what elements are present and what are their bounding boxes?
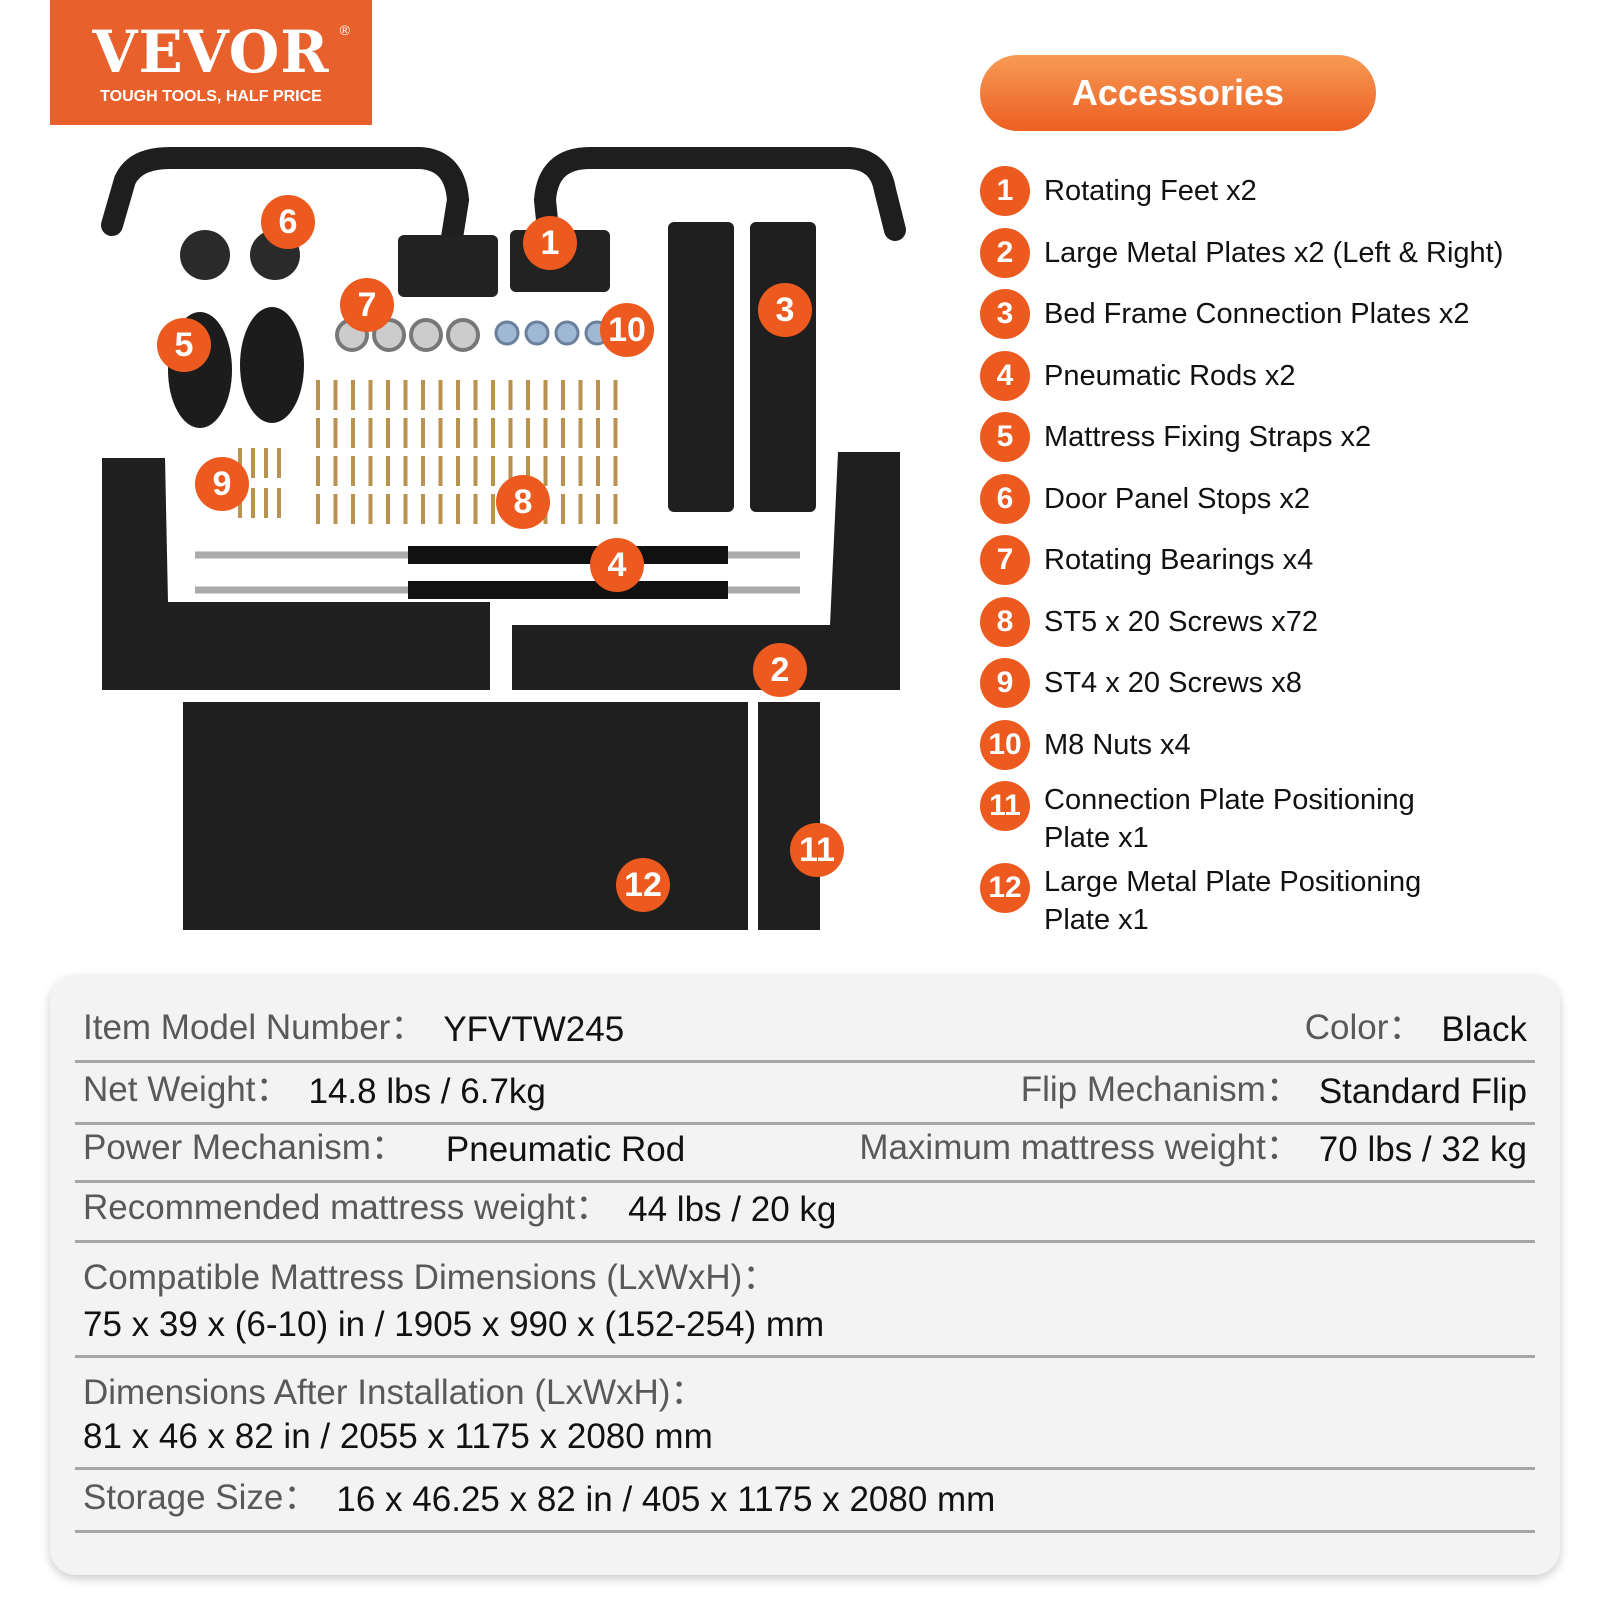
- number-badge: 3: [980, 289, 1030, 339]
- compat-label: Compatible Mattress Dimensions (LxWxH)：: [83, 1258, 778, 1297]
- label-3: 3: [758, 283, 812, 337]
- spec-row-storage: Storage Size： 16 x 46.25 x 82 in / 405 x …: [75, 1470, 1535, 1533]
- flip-value: Standard Flip: [1318, 1072, 1527, 1111]
- accessory-item: 1 Rotating Feet x2: [980, 166, 1580, 228]
- accessory-item: 8 ST5 x 20 Screws x72: [980, 596, 1580, 659]
- number-badge: 1: [980, 166, 1030, 216]
- label-4: 4: [590, 538, 644, 592]
- number-badge: 4: [980, 350, 1030, 401]
- accessory-label: M8 Nuts x4: [1044, 728, 1191, 761]
- label-12: 12: [616, 858, 670, 912]
- accessory-item: 12 Large Metal Plate Positioning Plate x1: [980, 863, 1580, 945]
- compat-value: 75 x 39 x (6-10) in / 1905 x 990 x (152-…: [83, 1305, 825, 1344]
- accessory-label: ST4 x 20 Screws x8: [1044, 667, 1302, 699]
- flip-label: Flip Mechanism：: [1020, 1070, 1301, 1109]
- large-plate-right: [512, 452, 900, 690]
- accessory-label: Door Panel Stops x2: [1044, 482, 1310, 515]
- label-11: 11: [790, 823, 844, 877]
- number-badge: 9: [980, 658, 1030, 708]
- accessories-title: Accessories: [980, 55, 1376, 131]
- label-2: 2: [753, 643, 807, 697]
- number-badge: 10: [980, 719, 1030, 770]
- accessory-item: 6 Door Panel Stops x2: [980, 473, 1580, 536]
- nuts: [494, 320, 610, 346]
- storage-label: Storage Size：: [83, 1478, 319, 1517]
- accessory-item: 5 Mattress Fixing Straps x2: [980, 412, 1580, 474]
- number-badge: 7: [980, 535, 1030, 585]
- accessories-list: 1 Rotating Feet x2 2 Large Metal Plates x2 …: [980, 166, 1580, 945]
- accessory-item: 9 ST4 x 20 Screws x8: [980, 658, 1580, 720]
- accessory-label: Bed Frame Connection Plates x2: [1044, 298, 1470, 330]
- spec-row-power: Power Mechanism： Pneumatic Rod Maximum ma…: [75, 1125, 1535, 1183]
- spec-row-recommended: Recommended mattress weight： 44 lbs / 20 …: [75, 1183, 1535, 1243]
- install-label: Dimensions After Installation (LxWxH)：: [83, 1373, 706, 1412]
- spec-panel: Item Model Number： YFVTW245 Color： Black N…: [50, 975, 1560, 1575]
- max-weight-label: Maximum mattress weight：: [859, 1128, 1301, 1167]
- connection-plate: [750, 222, 816, 512]
- accessory-item: 4 Pneumatic Rods x2: [980, 350, 1580, 413]
- label-6: 6: [261, 195, 315, 249]
- number-badge: 5: [980, 412, 1030, 462]
- number-badge: 12: [980, 863, 1030, 913]
- accessory-label: Rotating Bearings x4: [1044, 544, 1314, 576]
- strap: [240, 307, 304, 423]
- accessory-item: 2 Large Metal Plates x2 (Left & Right): [980, 227, 1580, 290]
- number-badge: 2: [980, 227, 1030, 278]
- logo-registered: ®: [339, 22, 350, 38]
- weight-value: 14.8 lbs / 6.7kg: [308, 1072, 546, 1111]
- label-1: 1: [523, 216, 577, 270]
- rotating-foot: [398, 235, 498, 297]
- label-8: 8: [496, 475, 550, 529]
- max-weight-value: 70 lbs / 32 kg: [1318, 1130, 1527, 1169]
- accessory-label: Connection Plate Positioning Plate x1: [1044, 784, 1415, 854]
- label-5: 5: [157, 318, 211, 372]
- number-badge: 6: [980, 473, 1030, 524]
- accessory-label: Large Metal Plate Positioning Plate x1: [1044, 866, 1422, 936]
- accessory-label: Rotating Feet x2: [1044, 175, 1257, 207]
- connection-positioning-plate: [758, 702, 820, 930]
- model-label: Item Model Number：: [83, 1008, 426, 1047]
- weight-label: Net Weight：: [83, 1070, 291, 1109]
- accessory-item: 7 Rotating Bearings x4: [980, 535, 1580, 597]
- color-label: Color：: [1304, 1008, 1424, 1047]
- install-value: 81 x 46 x 82 in / 2055 x 1175 x 2080 mm: [83, 1417, 713, 1456]
- spec-row-weight: Net Weight： 14.8 lbs / 6.7kg Flip Mechani…: [75, 1063, 1535, 1125]
- color-value: Black: [1441, 1010, 1527, 1049]
- accessories-photo: 1 2 3 4 5 6 7 8 9 10 11 12: [0, 130, 940, 960]
- parts-illustration: [101, 147, 906, 930]
- spec-row-installed: Dimensions After Installation (LxWxH)： 81…: [75, 1358, 1535, 1470]
- spec-row-model: Item Model Number： YFVTW245 Color： Black: [75, 990, 1535, 1063]
- storage-value: 16 x 46.25 x 82 in / 405 x 1175 x 2080 m…: [336, 1480, 996, 1519]
- connection-plate: [668, 222, 734, 512]
- accessory-item: 3 Bed Frame Connection Plates x2: [980, 289, 1580, 351]
- rec-weight-value: 44 lbs / 20 kg: [628, 1190, 837, 1229]
- pneumatic-rods: [195, 546, 800, 599]
- power-value: Pneumatic Rod: [445, 1130, 686, 1169]
- label-10: 10: [600, 303, 654, 357]
- label-7: 7: [340, 278, 394, 332]
- door-stop: [180, 230, 230, 280]
- rec-weight-label: Recommended mattress weight：: [83, 1188, 611, 1227]
- power-label: Power Mechanism：: [83, 1128, 406, 1167]
- accessory-item: 10 M8 Nuts x4: [980, 719, 1580, 782]
- logo-tagline: TOUGH TOOLS, HALF PRICE: [100, 88, 322, 105]
- number-badge: 11: [980, 781, 1030, 831]
- accessory-label: Pneumatic Rods x2: [1044, 359, 1296, 392]
- large-plate-left: [102, 458, 490, 690]
- model-value: YFVTW245: [443, 1010, 625, 1049]
- accessory-label: Mattress Fixing Straps x2: [1044, 421, 1372, 453]
- accessory-label: Large Metal Plates x2 (Left & Right): [1044, 236, 1504, 269]
- spec-row-compatible: Compatible Mattress Dimensions (LxWxH)： 7…: [75, 1243, 1535, 1358]
- label-9: 9: [195, 457, 249, 511]
- number-badge: 8: [980, 596, 1030, 647]
- logo-brand: VEVOR: [92, 18, 330, 86]
- accessory-item: 11 Connection Plate Positioning Plate x1: [980, 781, 1580, 863]
- accessory-label: ST5 x 20 Screws x72: [1044, 605, 1318, 638]
- vevor-logo: VEVOR ® TOUGH TOOLS, HALF PRICE: [50, 0, 372, 125]
- handles: [101, 147, 906, 261]
